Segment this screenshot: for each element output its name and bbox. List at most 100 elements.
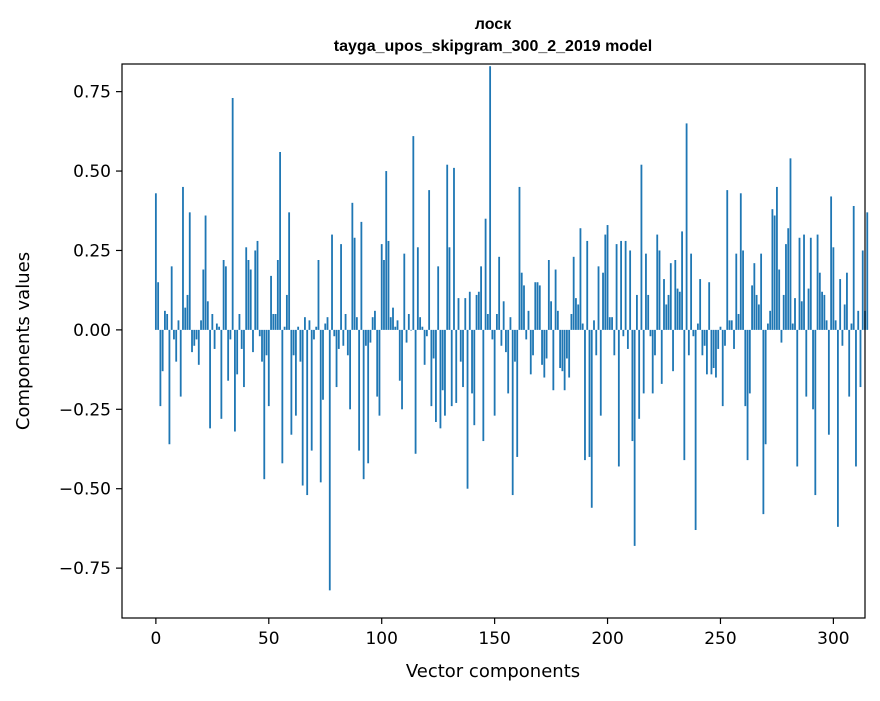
bar-64 (299, 329, 302, 362)
bar-281 (789, 158, 792, 330)
bar-127 (441, 329, 444, 391)
bar-189 (581, 323, 584, 330)
bar-222 (656, 234, 659, 330)
bar-274 (773, 215, 776, 330)
bar-115 (414, 329, 417, 454)
bar-264 (751, 285, 753, 330)
bar-179 (559, 329, 562, 368)
bar-305 (843, 304, 846, 330)
bar-44 (254, 250, 257, 330)
bar-56 (281, 329, 284, 464)
bar-97 (374, 310, 376, 330)
bar-271 (766, 323, 769, 330)
bar-239 (694, 329, 697, 531)
bar-98 (376, 329, 379, 397)
bar-43 (252, 329, 254, 353)
bar-295 (821, 291, 823, 330)
bar-13 (184, 307, 187, 330)
bar-145 (482, 329, 485, 442)
bar-19 (197, 329, 200, 365)
bar-196 (597, 266, 600, 330)
bar-144 (480, 266, 482, 330)
bar-30 (222, 260, 225, 330)
bar-151 (495, 314, 498, 330)
bar-187 (577, 304, 580, 330)
bar-93 (365, 329, 367, 346)
bar-12 (182, 186, 184, 330)
bar-5 (166, 314, 169, 330)
bar-298 (827, 329, 830, 435)
bar-109 (401, 329, 403, 410)
bar-147 (486, 314, 489, 330)
bar-185 (572, 256, 575, 330)
bar-114 (412, 136, 415, 330)
bar-171 (541, 329, 543, 365)
bar-88 (353, 237, 356, 330)
bar-183 (568, 329, 571, 378)
bar-3 (161, 329, 164, 372)
bar-184 (570, 314, 573, 330)
x-tick-label-0: 0 (150, 629, 161, 649)
bar-291 (812, 329, 814, 410)
bar-154 (502, 301, 505, 330)
bar-102 (385, 171, 388, 330)
bar-177 (554, 269, 557, 330)
bar-169 (536, 282, 539, 330)
bar-65 (301, 329, 304, 486)
bar-272 (769, 310, 772, 330)
bar-39 (243, 329, 245, 388)
bar-273 (771, 209, 774, 330)
bar-28 (218, 326, 221, 330)
bar-280 (787, 228, 790, 330)
bar-148 (489, 66, 492, 330)
bar-276 (778, 269, 781, 330)
bar-269 (762, 329, 765, 515)
bar-84 (344, 314, 347, 330)
bar-257 (735, 253, 738, 330)
bar-200 (606, 225, 609, 330)
bar-180 (561, 329, 564, 372)
bar-103 (387, 240, 390, 330)
bar-111 (405, 329, 408, 343)
chart-title: лоск (475, 16, 512, 33)
bar-284 (796, 329, 799, 467)
bar-205 (617, 329, 620, 467)
bar-69 (310, 329, 313, 451)
bar-71 (315, 326, 318, 330)
bar-198 (602, 272, 604, 330)
bar-119 (423, 329, 426, 365)
bar-193 (590, 329, 593, 508)
bar-275 (776, 186, 778, 330)
bar-265 (753, 263, 756, 330)
bar-176 (552, 329, 555, 391)
bar-252 (724, 329, 726, 346)
bar-26 (213, 329, 216, 349)
bar-173 (545, 329, 548, 359)
bar-156 (507, 329, 510, 394)
bar-40 (245, 247, 248, 330)
bar-254 (728, 320, 731, 330)
bar-312 (859, 329, 862, 388)
bar-246 (710, 329, 713, 375)
bar-248 (715, 329, 717, 378)
bar-143 (477, 291, 480, 330)
bar-299 (830, 196, 833, 330)
bar-104 (389, 317, 392, 330)
bar-146 (484, 218, 487, 330)
bar-112 (407, 314, 410, 330)
bar-302 (837, 329, 839, 527)
bars (154, 66, 869, 591)
bar-195 (595, 329, 598, 356)
bar-46 (258, 329, 261, 337)
bar-74 (322, 329, 324, 400)
bar-188 (579, 228, 582, 330)
bar-25 (211, 314, 214, 330)
bar-238 (692, 329, 695, 337)
bar-190 (584, 329, 586, 461)
bar-170 (538, 285, 541, 330)
bar-162 (520, 272, 523, 330)
bar-258 (737, 314, 740, 330)
bar-202 (611, 317, 613, 330)
bar-78 (331, 234, 333, 330)
